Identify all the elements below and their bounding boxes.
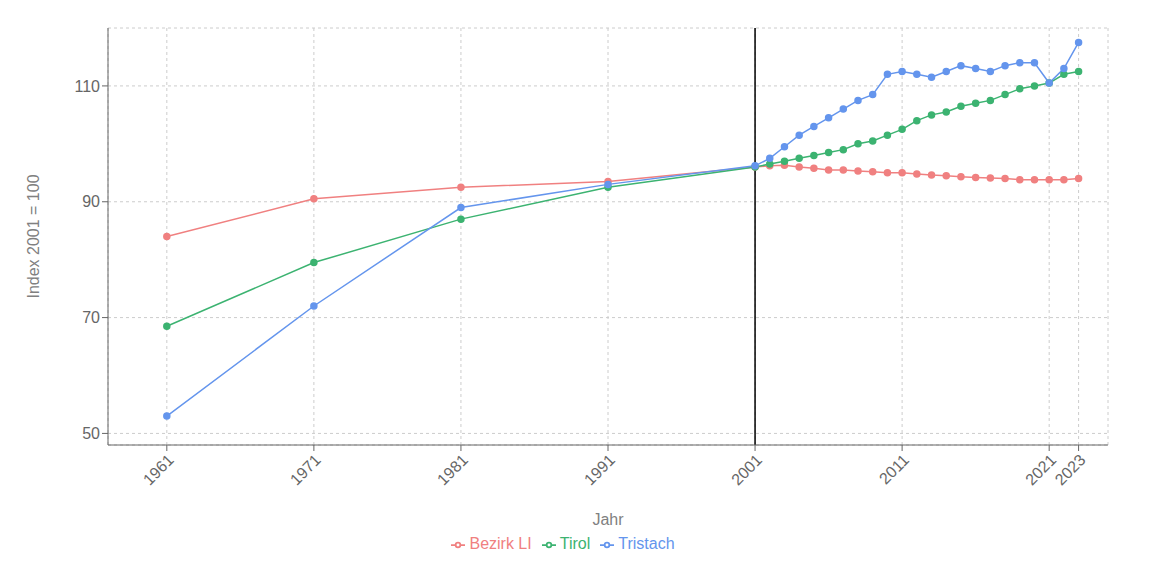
svg-text:1971: 1971 <box>287 451 324 488</box>
html-text:Tirol: Tirol <box>559 535 591 552</box>
svg-text:2021: 2021 <box>1022 451 1059 488</box>
svg-text:Index 2001 = 100: Index 2001 = 100 <box>25 174 42 298</box>
svg-text:Jahr: Jahr <box>592 511 624 528</box>
svg-text:70: 70 <box>82 309 100 326</box>
svg-text:2011: 2011 <box>876 451 912 487</box>
svg-text:90: 90 <box>82 193 100 210</box>
svg-text:50: 50 <box>82 425 100 442</box>
svg-text:1961: 1961 <box>140 451 177 488</box>
svg-text:1981: 1981 <box>434 451 471 488</box>
html-text:Bezirk LI: Bezirk LI <box>469 535 532 552</box>
svg-text:2001: 2001 <box>728 451 765 488</box>
svg-text:110: 110 <box>74 78 100 95</box>
svg-text:2023: 2023 <box>1052 451 1089 488</box>
html-text:Tristach: Tristach <box>618 535 675 552</box>
svg-text:1991: 1991 <box>581 451 618 488</box>
